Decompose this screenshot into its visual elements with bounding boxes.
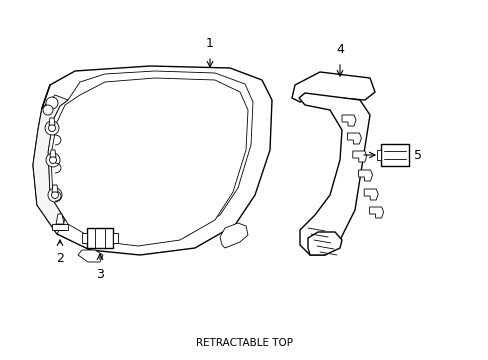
Circle shape xyxy=(46,153,60,167)
Circle shape xyxy=(48,125,55,131)
Polygon shape xyxy=(52,224,68,230)
Polygon shape xyxy=(298,93,369,255)
Bar xyxy=(380,144,408,166)
Polygon shape xyxy=(50,150,56,157)
Text: 3: 3 xyxy=(96,268,104,281)
Bar xyxy=(87,228,113,248)
Polygon shape xyxy=(346,133,361,144)
Polygon shape xyxy=(33,95,68,234)
Polygon shape xyxy=(49,118,55,125)
Polygon shape xyxy=(358,170,372,181)
Circle shape xyxy=(49,157,57,163)
Polygon shape xyxy=(51,78,247,246)
Text: RETRACTABLE TOP: RETRACTABLE TOP xyxy=(195,338,292,348)
Text: 5: 5 xyxy=(413,149,421,162)
Circle shape xyxy=(45,121,59,135)
Polygon shape xyxy=(352,151,366,162)
Circle shape xyxy=(48,188,62,202)
Polygon shape xyxy=(291,72,374,102)
Bar xyxy=(376,150,380,160)
Text: 1: 1 xyxy=(205,37,214,50)
Polygon shape xyxy=(364,189,377,200)
Polygon shape xyxy=(52,185,58,192)
Text: 4: 4 xyxy=(335,43,343,56)
Polygon shape xyxy=(48,71,252,243)
Polygon shape xyxy=(56,214,64,224)
Polygon shape xyxy=(33,66,271,255)
Circle shape xyxy=(51,192,59,198)
Polygon shape xyxy=(369,207,383,218)
Bar xyxy=(113,233,118,243)
Circle shape xyxy=(46,97,58,109)
Polygon shape xyxy=(307,232,341,255)
Polygon shape xyxy=(220,223,247,248)
Circle shape xyxy=(43,105,53,115)
Text: 2: 2 xyxy=(56,252,64,265)
Polygon shape xyxy=(78,250,103,262)
Bar xyxy=(82,233,87,243)
Polygon shape xyxy=(341,115,355,126)
